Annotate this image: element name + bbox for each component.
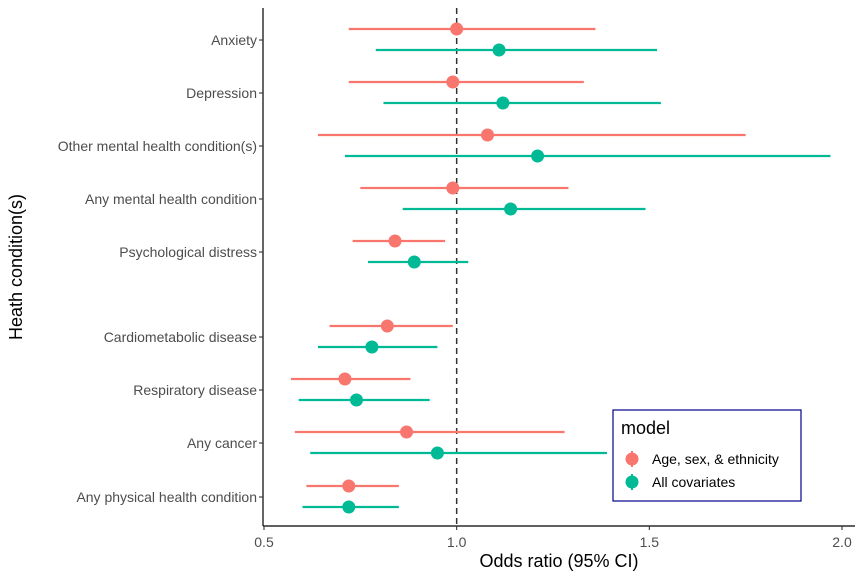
legend-entry-age-sex-ethnicity: Age, sex, & ethnicity [625, 451, 779, 467]
x-tick-label: 1.0 [447, 534, 467, 550]
legend: model Age, sex, & ethnicity All covariat… [612, 409, 802, 502]
x-tick-label: 1.5 [640, 534, 660, 550]
y-axis-title: Heath condition(s) [6, 194, 26, 340]
point-estimate [400, 425, 414, 439]
y-tick-label: Other mental health condition(s) [58, 138, 257, 154]
legend-key-point [625, 475, 639, 489]
point-estimate [504, 202, 518, 216]
plot-area [290, 8, 831, 526]
point-estimate [430, 446, 444, 460]
y-tick-label: Any physical health condition [76, 489, 257, 505]
point-estimate [342, 500, 356, 514]
x-axis-title: Odds ratio (95% CI) [479, 551, 638, 571]
legend-entry-all-covariates: All covariates [625, 474, 735, 490]
point-estimate [342, 479, 356, 493]
y-tick-label: Respiratory disease [133, 382, 257, 398]
y-tick-label: Anxiety [211, 32, 257, 48]
legend-title: model [621, 418, 670, 438]
legend-key-point [625, 452, 639, 466]
x-tick-label: 0.5 [254, 534, 274, 550]
point-estimate [365, 340, 379, 354]
point-estimate [492, 43, 506, 57]
point-estimate [407, 255, 421, 269]
y-tick-label: Cardiometabolic disease [104, 329, 258, 345]
point-estimate [338, 372, 352, 386]
x-tick-label: 2.0 [832, 534, 852, 550]
point-estimate [446, 75, 460, 89]
point-estimate [388, 234, 402, 248]
point-estimate [349, 393, 363, 407]
point-estimate [480, 128, 494, 142]
point-estimate [446, 181, 460, 195]
legend-label: Age, sex, & ethnicity [652, 451, 779, 467]
legend-label: All covariates [652, 474, 735, 490]
y-tick-label: Any cancer [187, 435, 257, 451]
point-estimate [531, 149, 545, 163]
point-estimate [496, 96, 510, 110]
y-tick-label: Depression [186, 85, 257, 101]
y-tick-label: Any mental health condition [85, 191, 257, 207]
point-estimate [380, 319, 394, 333]
axes: Anxiety Depression Other mental health con… [58, 8, 855, 550]
legend-box [612, 409, 802, 502]
point-estimate [450, 22, 464, 36]
y-tick-label: Psychological distress [119, 244, 257, 260]
